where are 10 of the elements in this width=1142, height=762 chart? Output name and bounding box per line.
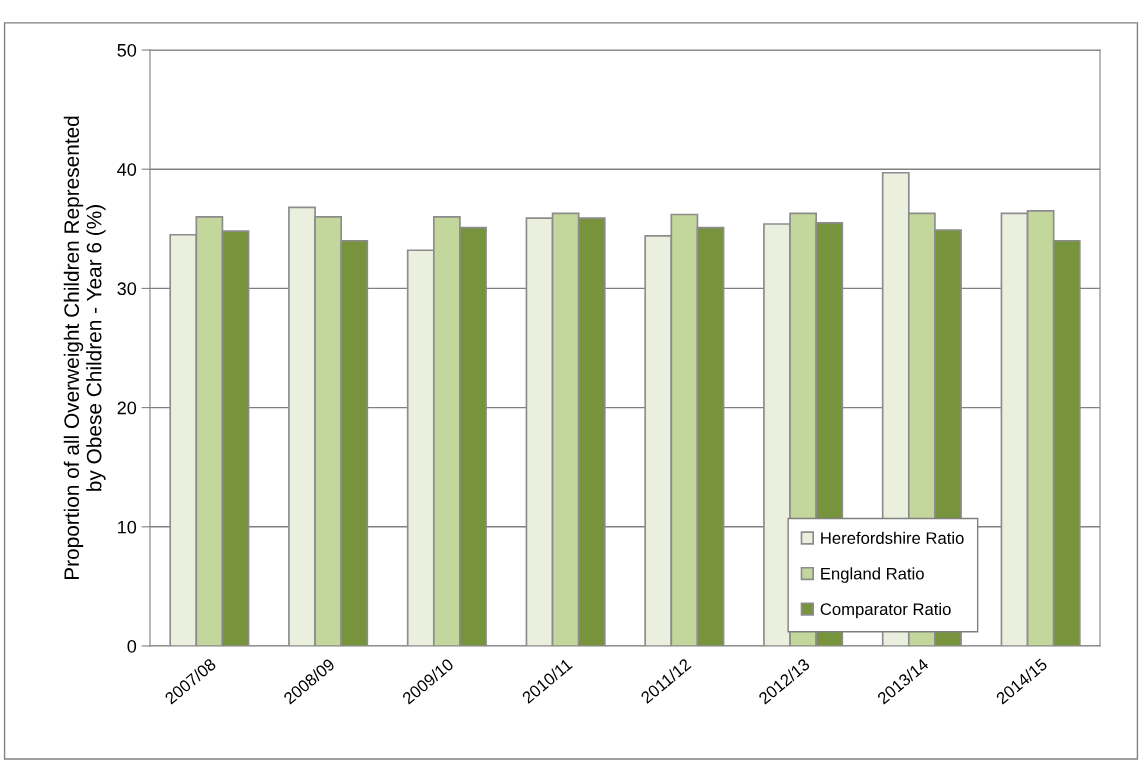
y-axis-title: Proportion of all Overweight Children Represented by Obese Children - Year 6 (%) xyxy=(63,116,106,580)
legend-label: England Ratio xyxy=(821,567,924,583)
y-tick-label: 10 xyxy=(118,520,137,534)
y-tick-label: 40 xyxy=(117,163,137,176)
legend-label: Comparator Ratio xyxy=(820,602,951,619)
legend-label: Herefordshire Ratio xyxy=(821,531,964,545)
y-tick-label: 50 xyxy=(117,43,137,57)
y-tick-label: 0 xyxy=(127,639,137,653)
y-tick-label: 20 xyxy=(117,401,137,415)
y-tick-label: 30 xyxy=(117,282,137,296)
